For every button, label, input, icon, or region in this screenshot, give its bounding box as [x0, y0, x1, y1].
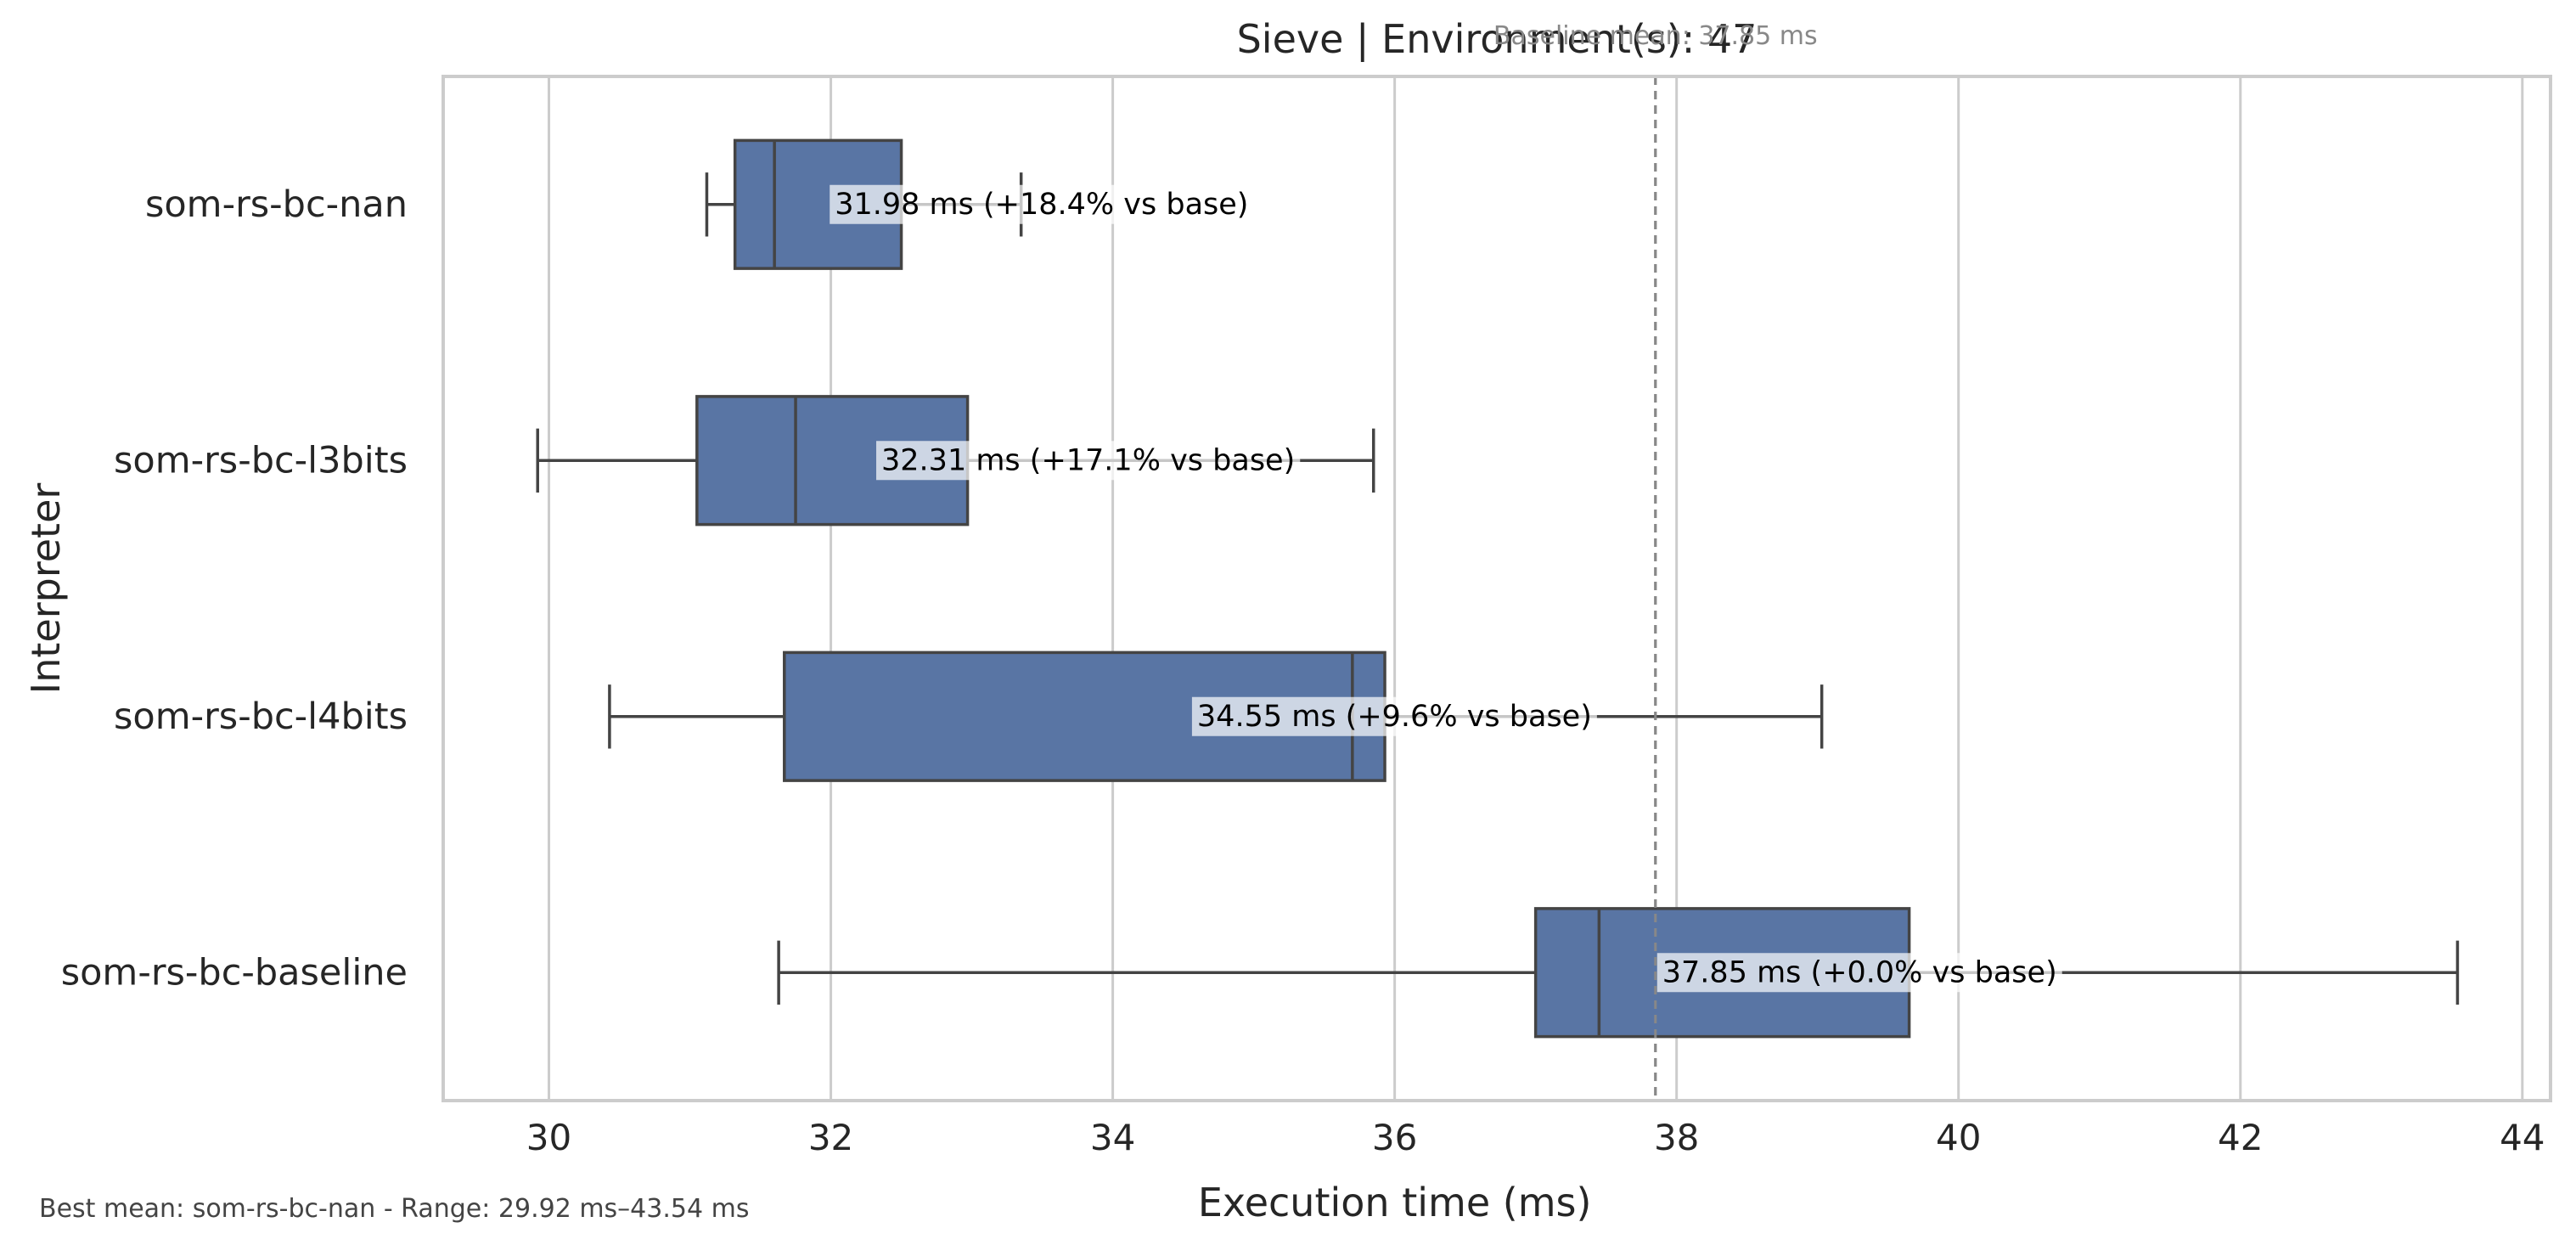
x-tick-label: 32 — [808, 1117, 853, 1158]
mean-annotation: 34.55 ms (+9.6% vs base) — [1197, 700, 1592, 734]
mean-annotation-bg — [830, 184, 1254, 224]
x-axis-label: Execution time (ms) — [1198, 1180, 1592, 1225]
x-tick-label: 40 — [1936, 1117, 1981, 1158]
chart-title: Sieve | Environment(s): 47 — [1237, 16, 1758, 63]
y-category-label: som-rs-bc-l4bits — [114, 696, 408, 738]
x-tick-label: 34 — [1090, 1117, 1135, 1158]
mean-annotation: 32.31 ms (+17.1% vs base) — [881, 443, 1295, 477]
y-axis-label: Interpreter — [23, 483, 69, 695]
y-category-label: som-rs-bc-l3bits — [114, 439, 408, 482]
footnote: Best mean: som-rs-bc-nan - Range: 29.92 … — [39, 1194, 750, 1224]
plot-frame — [442, 75, 2552, 1102]
x-tick-label: 42 — [2218, 1117, 2263, 1158]
mean-annotation: 37.85 ms (+0.0% vs base) — [1662, 955, 2057, 989]
y-category-label: som-rs-bc-nan — [145, 183, 408, 226]
baseline-label: Baseline mean: 37.85 ms — [1493, 21, 1818, 51]
mean-annotation: 31.98 ms (+18.4% vs base) — [835, 188, 1248, 222]
mean-annotation-bg — [1191, 696, 1597, 736]
x-tick-label: 36 — [1372, 1117, 1417, 1158]
x-tick-label: 30 — [526, 1117, 571, 1158]
x-tick-label: 38 — [1654, 1117, 1699, 1158]
x-tick-label: 44 — [2500, 1117, 2545, 1158]
mean-annotation-bg — [876, 441, 1301, 481]
mean-annotation-bg — [1656, 953, 2062, 993]
y-category-label: som-rs-bc-baseline — [61, 951, 408, 994]
